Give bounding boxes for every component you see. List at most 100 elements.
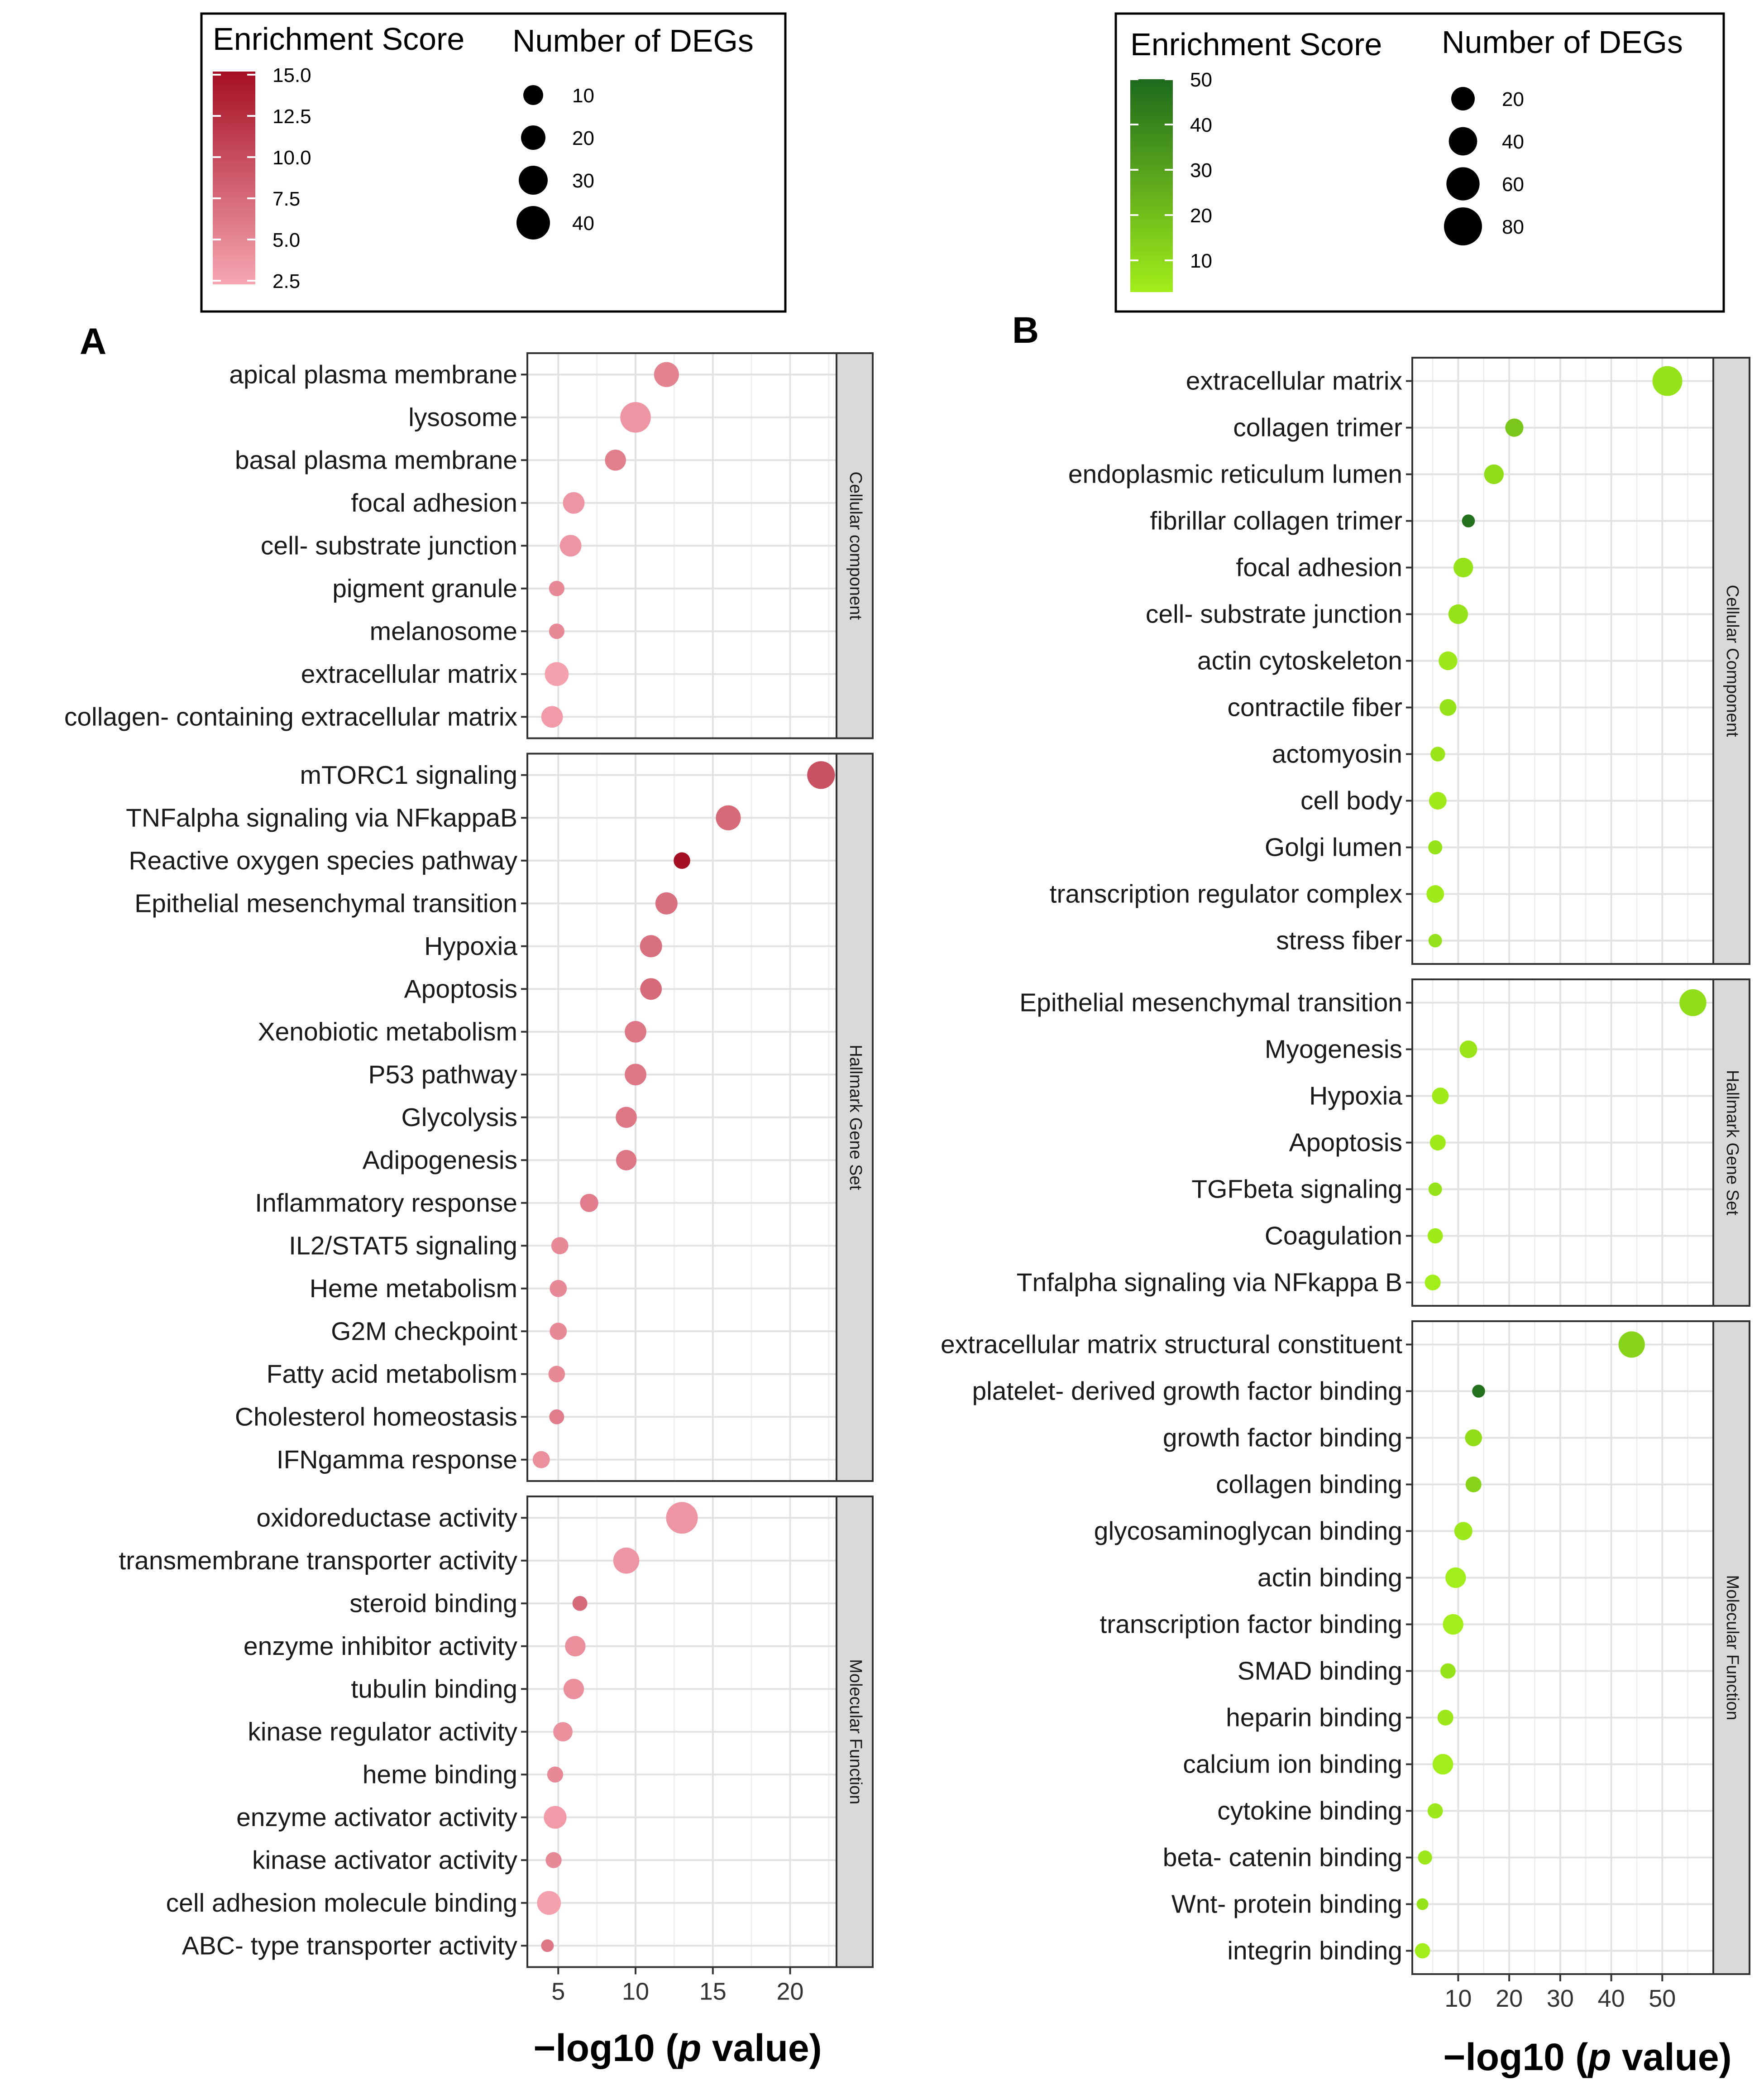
size-key-dot: [519, 166, 548, 195]
data-point: [1432, 1754, 1453, 1775]
data-point: [1425, 1274, 1441, 1291]
term-label: kinase activator activity: [252, 1846, 518, 1874]
x-tick-label: 10: [622, 1978, 649, 2005]
term-label: Hypoxia: [1309, 1082, 1402, 1111]
panel-a-x-title-suffix: value): [701, 2027, 822, 2069]
term-label: endoplasmic reticulum lumen: [1068, 460, 1402, 489]
data-point: [549, 623, 564, 639]
term-label: extracellular matrix: [1186, 367, 1402, 396]
term-label: G2M checkpoint: [331, 1317, 517, 1346]
term-label: enzyme inhibitor activity: [244, 1632, 518, 1661]
facet-strip: [836, 1496, 874, 1968]
data-point: [1430, 747, 1445, 762]
data-point: [1652, 366, 1683, 396]
data-point: [1437, 1709, 1453, 1726]
term-label: mTORC1 signaling: [300, 761, 517, 790]
term-label: Apoptosis: [1289, 1128, 1402, 1157]
data-point: [1418, 1850, 1432, 1865]
data-point: [666, 1502, 698, 1534]
facet-strip-label: Molecular Function: [846, 1659, 865, 1804]
term-label: cell- substrate junction: [1146, 600, 1402, 629]
data-point: [674, 852, 690, 869]
term-label: cell adhesion molecule binding: [166, 1889, 517, 1918]
facet-strip: [1712, 1320, 1750, 1975]
legend-b-size-keys: 20 40 60 80: [1444, 87, 1524, 245]
colorbar-tick-label: 50: [1190, 69, 1212, 91]
facet-strip-label: Molecular Function: [1723, 1575, 1742, 1720]
colorbar-tick-label: 2.5: [272, 270, 300, 292]
data-point: [545, 662, 569, 686]
facet-strip: [836, 753, 874, 1482]
data-point: [807, 761, 835, 789]
data-point: [640, 978, 662, 1000]
term-label: IL2/STAT5 signaling: [289, 1231, 517, 1260]
size-key-label: 20: [572, 127, 594, 149]
data-point: [605, 449, 626, 471]
size-key-label: 40: [572, 212, 594, 235]
term-label: focal adhesion: [351, 489, 517, 518]
data-point: [1472, 1385, 1485, 1398]
x-tick-label: 5: [551, 1978, 565, 2005]
legend-a-size-keys: 10 20 30 40: [516, 85, 594, 240]
data-point: [1462, 514, 1475, 527]
size-key-label: 80: [1502, 216, 1524, 238]
data-point: [549, 580, 564, 596]
colorbar-tick-label: 20: [1190, 205, 1212, 227]
term-label: Fatty acid metabolism: [267, 1360, 517, 1389]
panel-a-plot: Cellular component apical plasma membrane…: [64, 352, 874, 2005]
data-point: [620, 402, 651, 433]
term-label: Epithelial mesenchymal transition: [134, 889, 517, 918]
size-key-dot: [1451, 87, 1475, 110]
data-point: [1428, 934, 1442, 948]
term-label: Myogenesis: [1265, 1035, 1402, 1064]
data-point: [613, 1547, 640, 1574]
term-label: Inflammatory response: [255, 1189, 517, 1218]
data-point: [1429, 1134, 1446, 1151]
data-point: [640, 935, 662, 958]
term-label: Epithelial mesenchymal transition: [1019, 988, 1402, 1017]
x-tick-label: 50: [1649, 1985, 1676, 2012]
colorbar-tick-label: 10: [1190, 250, 1212, 272]
facet-strip: [836, 352, 874, 739]
term-label: fibrillar collagen trimer: [1150, 507, 1402, 536]
size-key-dot: [521, 125, 545, 150]
data-point: [1439, 651, 1458, 671]
data-point: [1679, 989, 1707, 1016]
term-label: cell- substrate junction: [261, 531, 517, 560]
panel-a-x-axis-title: −log10 (p value): [533, 2027, 822, 2069]
term-label: integrin binding: [1227, 1937, 1402, 1966]
term-label: cytokine binding: [1217, 1797, 1402, 1826]
data-point: [541, 1939, 554, 1952]
data-point: [1465, 1476, 1482, 1493]
term-label: transcription regulator complex: [1050, 880, 1402, 909]
facet-strip: [1712, 978, 1750, 1307]
data-point: [541, 706, 563, 728]
legend-b-colorbar-ticks: 50 40 30 20 10: [1130, 69, 1212, 272]
data-point: [716, 805, 741, 830]
term-label: platelet- derived growth factor binding: [972, 1377, 1402, 1406]
term-label: TNFalpha signaling via NFkappaB: [126, 803, 517, 832]
term-label: heme binding: [363, 1760, 517, 1789]
term-label: Glycolysis: [401, 1103, 517, 1132]
data-point: [625, 1064, 646, 1086]
term-label: SMAD binding: [1238, 1657, 1402, 1686]
term-label: kinase regulator activity: [248, 1717, 517, 1746]
data-point: [545, 1852, 562, 1868]
data-point: [1415, 1943, 1430, 1959]
data-point: [654, 362, 679, 387]
data-point: [1448, 604, 1468, 624]
data-point: [1439, 699, 1457, 716]
colorbar-tick-label: 5.0: [272, 229, 300, 251]
term-label: Heme metabolism: [310, 1274, 517, 1303]
panel-label-a: A: [80, 321, 106, 362]
term-label: calcium ion binding: [1183, 1750, 1402, 1779]
x-tick-label: 20: [777, 1978, 804, 2005]
legend-a: Enrichment Score Number of DEGs 15.0 12.5…: [200, 12, 787, 313]
term-label: Wnt- protein binding: [1171, 1890, 1402, 1919]
legend-b-size-title: Number of DEGs: [1442, 24, 1683, 60]
data-point: [551, 1237, 569, 1255]
size-key-dot: [1448, 127, 1477, 156]
term-label: actomyosin: [1272, 740, 1402, 769]
data-point: [1416, 1898, 1429, 1910]
